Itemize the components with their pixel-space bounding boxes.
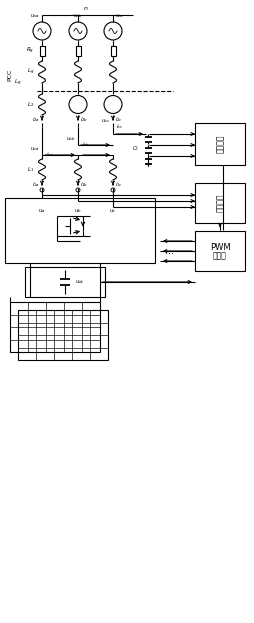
- Text: $u_a$: $u_a$: [38, 207, 46, 215]
- Text: $C_f$: $C_f$: [132, 145, 140, 153]
- Text: PCC: PCC: [8, 69, 12, 81]
- Bar: [75, 46, 81, 56]
- Text: n: n: [84, 6, 88, 11]
- Text: $L_2$: $L_2$: [27, 100, 34, 109]
- Text: 电流采样: 电流采样: [215, 194, 225, 212]
- Bar: [10, 302, 100, 352]
- Text: $i_{2b}$: $i_{2b}$: [80, 115, 88, 125]
- Text: $u_{sa}$: $u_{sa}$: [30, 12, 40, 20]
- Text: 控制器: 控制器: [213, 252, 227, 260]
- Text: $u_{cc}$: $u_{cc}$: [101, 117, 111, 125]
- Bar: [110, 46, 116, 56]
- Text: PWM: PWM: [210, 242, 230, 252]
- Bar: [40, 46, 44, 56]
- Text: $L_g$: $L_g$: [27, 67, 34, 77]
- Text: 电压采样: 电压采样: [215, 135, 225, 153]
- Bar: [195, 231, 245, 271]
- Bar: [25, 267, 105, 297]
- Text: $u_c$: $u_c$: [109, 207, 117, 215]
- Text: $u_{cb}$: $u_{cb}$: [66, 135, 76, 143]
- Text: $i_{2a}$: $i_{2a}$: [32, 115, 40, 125]
- Bar: [195, 123, 245, 165]
- Text: $u_{sc}$: $u_{sc}$: [115, 12, 124, 20]
- Bar: [18, 310, 108, 360]
- Text: $i_{cb}$: $i_{cb}$: [82, 141, 90, 150]
- Text: $i_{ca}$: $i_{ca}$: [46, 151, 54, 159]
- Text: $R_g$: $R_g$: [26, 46, 34, 56]
- Bar: [195, 183, 245, 223]
- Text: $u_{dc}$: $u_{dc}$: [75, 278, 85, 286]
- Text: ...: ...: [166, 246, 174, 256]
- Text: $u_b$: $u_b$: [74, 207, 82, 215]
- Text: $i_{2c}$: $i_{2c}$: [115, 115, 123, 125]
- Text: $L_1$: $L_1$: [27, 165, 34, 174]
- Text: $i_{1c}$: $i_{1c}$: [115, 181, 123, 189]
- Text: $L_g$: $L_g$: [14, 78, 22, 88]
- Text: $i_{1a}$: $i_{1a}$: [32, 181, 40, 189]
- Bar: [5, 198, 155, 263]
- Text: $u_{sb}$: $u_{sb}$: [73, 12, 83, 20]
- Text: $i_{1b}$: $i_{1b}$: [80, 181, 88, 189]
- Text: $i_{cc}$: $i_{cc}$: [116, 122, 124, 131]
- Text: $u_{ca}$: $u_{ca}$: [30, 145, 40, 153]
